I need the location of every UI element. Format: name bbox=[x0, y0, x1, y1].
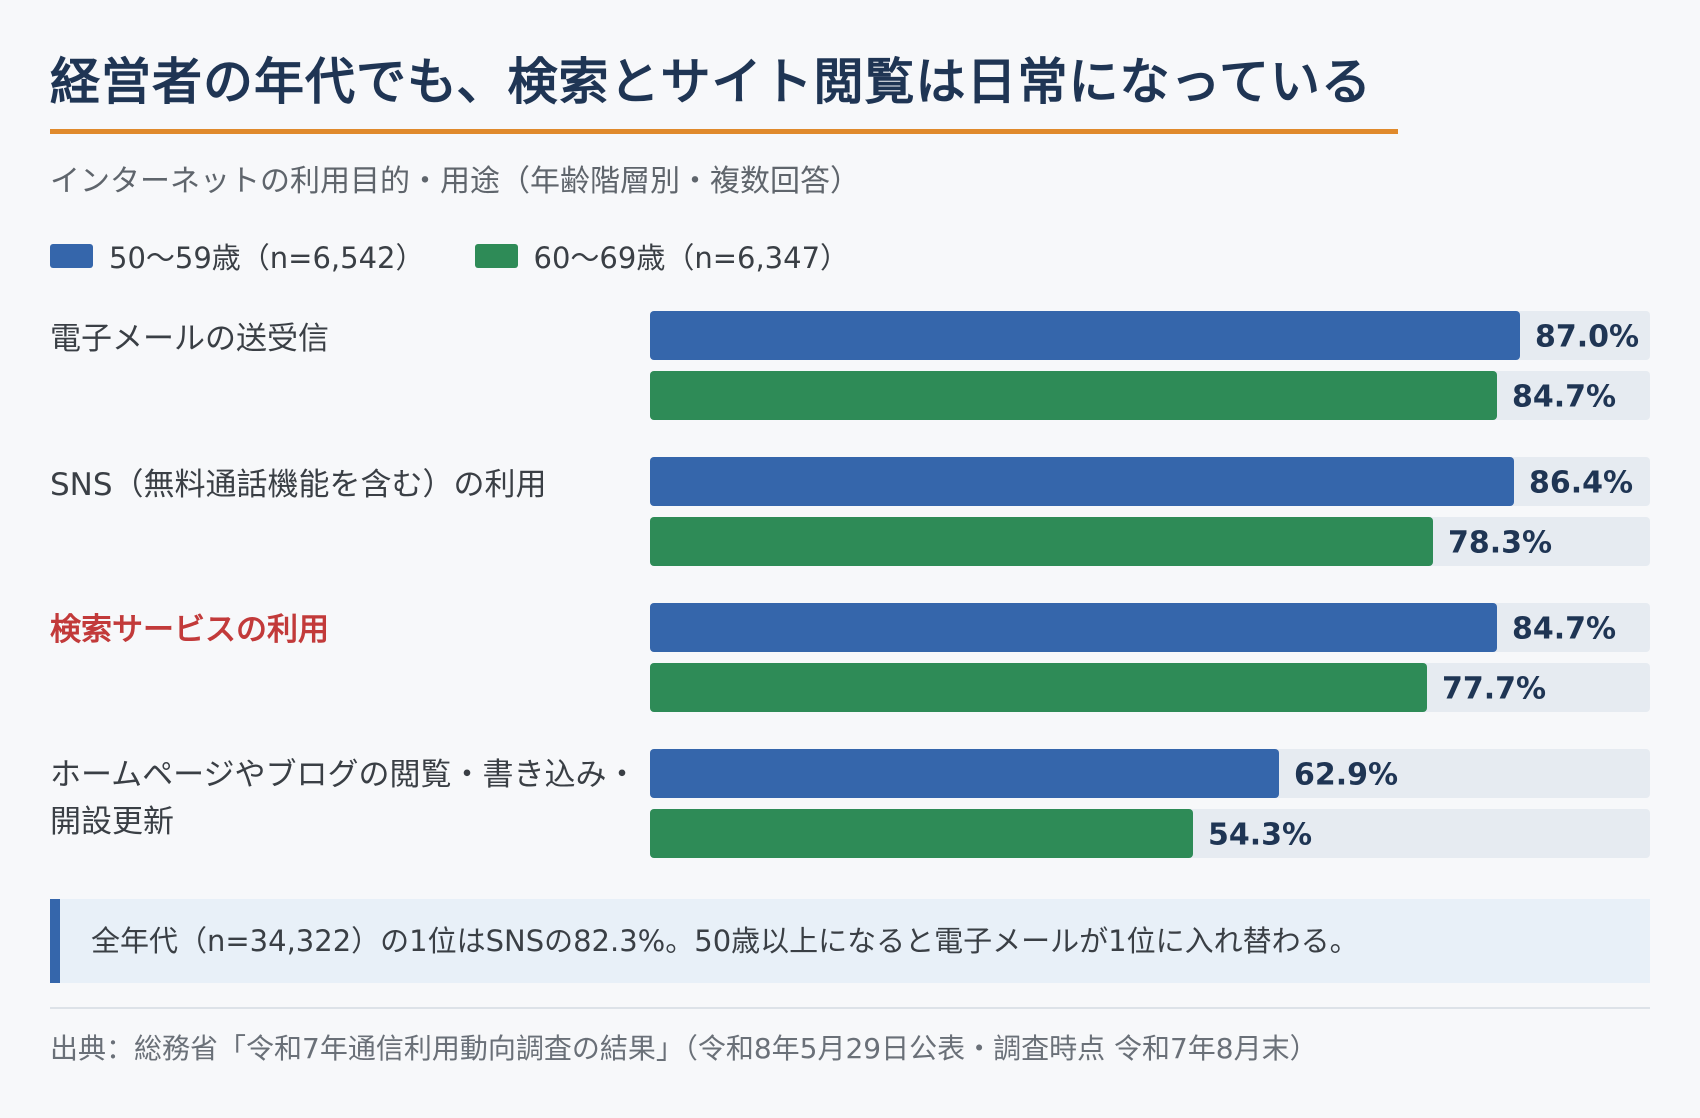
chart-subtitle: インターネットの利用目的・用途（年齢階層別・複数回答） bbox=[50, 164, 860, 199]
data-label-search-s1: 84.7% bbox=[1512, 612, 1616, 647]
data-label-homepage-s2: 54.3% bbox=[1208, 818, 1312, 853]
bar-email-s1 bbox=[650, 311, 1520, 360]
chart-title: 経営者の年代でも、検索とサイト閲覧は日常になっている bbox=[50, 53, 1372, 111]
bar-sns-s2 bbox=[650, 517, 1433, 566]
bar-homepage-s1 bbox=[650, 749, 1279, 798]
legend: 50〜59歳（n=6,542） 60〜69歳（n=6,347） bbox=[50, 236, 899, 276]
legend-item-series-1: 50〜59歳（n=6,542） bbox=[50, 235, 425, 277]
data-label-sns-s1: 86.4% bbox=[1529, 466, 1633, 501]
category-label-homepage: ホームページやブログの閲覧・書き込み・開設更新 bbox=[50, 757, 638, 840]
category-label-search: 検索サービスの利用 bbox=[50, 612, 329, 648]
legend-swatch-series-1 bbox=[50, 244, 93, 268]
bar-homepage-s2 bbox=[650, 809, 1193, 858]
legend-label-series-1: 50〜59歳（n=6,542） bbox=[109, 241, 425, 275]
legend-item-series-2: 60〜69歳（n=6,347） bbox=[474, 235, 850, 277]
data-label-sns-s2: 78.3% bbox=[1448, 526, 1552, 561]
title-underline bbox=[50, 129, 1398, 134]
bar-email-s2 bbox=[650, 371, 1497, 420]
data-label-email-s2: 84.7% bbox=[1512, 380, 1616, 415]
legend-swatch-series-2 bbox=[474, 244, 518, 268]
category-label-email: 電子メールの送受信 bbox=[50, 321, 329, 357]
note-box: 全年代（n=34,322）の1位はSNSの82.3%。50歳以上になると電子メー… bbox=[50, 899, 1650, 983]
data-label-homepage-s1: 62.9% bbox=[1294, 758, 1398, 793]
legend-label-series-2: 60〜69歳（n=6,347） bbox=[533, 241, 850, 275]
source-divider bbox=[50, 1007, 1650, 1009]
source-text: 出典：総務省「令和7年通信利用動向調査の結果」（令和8年5月29日公表・調査時点… bbox=[50, 1032, 1318, 1065]
category-label-sns: SNS（無料通話機能を含む）の利用 bbox=[50, 467, 547, 503]
bar-search-s1 bbox=[650, 603, 1497, 652]
bar-search-s2 bbox=[650, 663, 1427, 712]
bar-chart: 87.0% 84.7% 86.4% 78.3% 84.7% 77.7% 62.9% 54.3% bbox=[650, 311, 1650, 858]
bar-sns-s1 bbox=[650, 457, 1514, 506]
data-label-email-s1: 87.0% bbox=[1535, 320, 1639, 355]
note-text: 全年代（n=34,322）の1位はSNSの82.3%。50歳以上になると電子メー… bbox=[91, 924, 1359, 958]
data-label-search-s2: 77.7% bbox=[1442, 672, 1546, 707]
